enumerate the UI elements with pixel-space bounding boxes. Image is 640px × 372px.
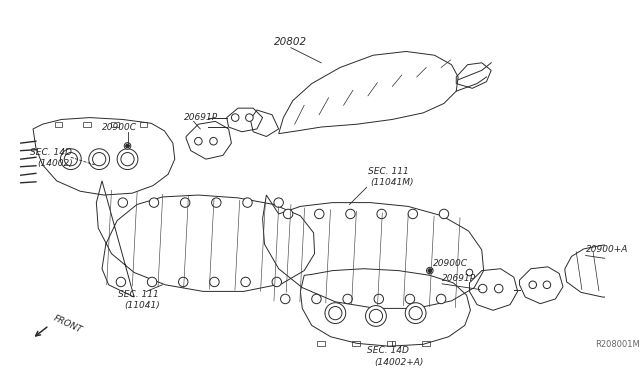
Circle shape <box>409 307 422 320</box>
Circle shape <box>405 294 415 304</box>
Bar <box>387 341 395 346</box>
Circle shape <box>312 294 321 304</box>
Circle shape <box>64 153 77 166</box>
Circle shape <box>89 149 109 170</box>
Circle shape <box>405 303 426 324</box>
Circle shape <box>284 209 293 219</box>
Circle shape <box>426 267 433 274</box>
Circle shape <box>195 137 202 145</box>
Circle shape <box>118 198 127 207</box>
Bar <box>55 122 62 127</box>
Text: R208001M: R208001M <box>595 340 640 349</box>
Bar <box>140 122 147 127</box>
Text: 20691P: 20691P <box>442 274 476 283</box>
Circle shape <box>329 307 342 320</box>
Circle shape <box>325 303 346 324</box>
Circle shape <box>479 284 487 293</box>
Text: SEC. 14D: SEC. 14D <box>30 148 72 157</box>
Circle shape <box>436 294 446 304</box>
Text: FRONT: FRONT <box>52 314 84 335</box>
Text: (11041): (11041) <box>125 301 161 310</box>
Circle shape <box>343 294 353 304</box>
Text: 20900+A: 20900+A <box>586 246 628 254</box>
Circle shape <box>212 198 221 207</box>
Text: 20900C: 20900C <box>433 259 468 267</box>
Circle shape <box>428 269 432 273</box>
Circle shape <box>125 144 129 148</box>
Circle shape <box>241 277 250 287</box>
Text: 20691P: 20691P <box>184 113 218 122</box>
Circle shape <box>466 269 473 276</box>
Circle shape <box>232 114 239 121</box>
Circle shape <box>272 277 282 287</box>
Circle shape <box>274 198 284 207</box>
Circle shape <box>147 277 157 287</box>
Bar <box>422 341 430 346</box>
Bar <box>111 122 119 127</box>
Circle shape <box>180 198 190 207</box>
Circle shape <box>377 209 387 219</box>
Text: SEC. 111: SEC. 111 <box>369 167 409 176</box>
Circle shape <box>365 305 387 326</box>
Circle shape <box>210 277 219 287</box>
Circle shape <box>529 281 536 289</box>
Circle shape <box>543 281 550 289</box>
Circle shape <box>314 209 324 219</box>
Bar <box>317 341 325 346</box>
Text: SEC. 14D: SEC. 14D <box>367 346 408 355</box>
Circle shape <box>149 198 159 207</box>
Text: 20802: 20802 <box>275 37 307 47</box>
Circle shape <box>246 114 253 121</box>
Circle shape <box>116 277 125 287</box>
Bar <box>353 341 360 346</box>
Circle shape <box>280 294 290 304</box>
Circle shape <box>243 198 252 207</box>
Circle shape <box>117 149 138 170</box>
Circle shape <box>346 209 355 219</box>
Circle shape <box>60 149 81 170</box>
Circle shape <box>93 153 106 166</box>
Circle shape <box>495 284 503 293</box>
Bar <box>83 122 91 127</box>
Circle shape <box>210 137 217 145</box>
Text: (11041M): (11041M) <box>371 178 414 187</box>
Text: 20900C: 20900C <box>102 122 137 132</box>
Text: (14002+A): (14002+A) <box>374 358 424 367</box>
Circle shape <box>408 209 417 219</box>
Circle shape <box>439 209 449 219</box>
Text: (14002): (14002) <box>38 159 74 169</box>
Circle shape <box>179 277 188 287</box>
Text: SEC. 111: SEC. 111 <box>118 290 159 299</box>
Circle shape <box>121 153 134 166</box>
Circle shape <box>369 310 383 323</box>
Circle shape <box>124 142 131 149</box>
Circle shape <box>374 294 383 304</box>
